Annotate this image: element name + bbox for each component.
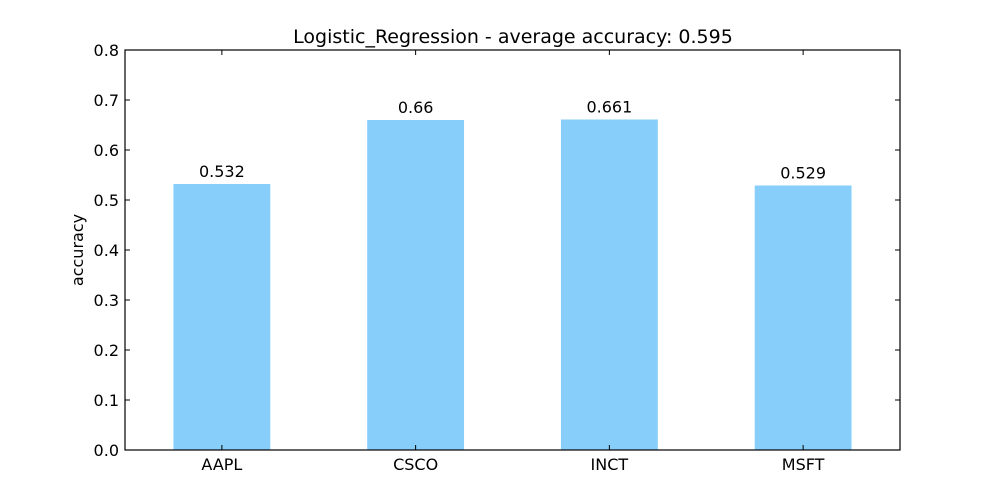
bar-msft — [754, 185, 852, 450]
y-tick-label: 0.6 — [94, 141, 119, 160]
y-tick-label: 0.1 — [94, 391, 119, 410]
x-tick-label-inct: INCT — [591, 455, 629, 474]
y-axis-label: accuracy — [68, 214, 87, 286]
y-tick-label: 0.8 — [94, 41, 119, 60]
ticks-group: AAPL CSCO INCT MSFT 0.0 0.1 0.2 0.3 0.4 0.5 0.6 0.7… — [94, 41, 900, 474]
bars-group: 0.532 0.66 0.661 0.529 — [173, 98, 852, 450]
y-tick-label: 0.0 — [94, 441, 119, 460]
chart-title: Logistic_Regression - average accuracy: … — [293, 26, 733, 48]
data-label-msft: 0.529 — [780, 164, 826, 183]
data-label-csco: 0.66 — [398, 98, 434, 117]
y-tick-label: 0.7 — [94, 91, 119, 110]
data-label-aapl: 0.532 — [199, 162, 245, 181]
bar-csco — [367, 120, 465, 450]
bar-inct — [560, 119, 658, 450]
bar-aapl — [173, 184, 271, 450]
data-label-inct: 0.661 — [586, 98, 632, 117]
y-tick-label: 0.3 — [94, 291, 119, 310]
y-tick-label: 0.2 — [94, 341, 119, 360]
x-tick-label-msft: MSFT — [782, 455, 825, 474]
x-tick-label-aapl: AAPL — [201, 455, 242, 474]
plot-frame — [124, 49, 901, 451]
y-tick-label: 0.4 — [94, 241, 119, 260]
x-tick-label-csco: CSCO — [393, 455, 438, 474]
y-tick-label: 0.5 — [94, 191, 119, 210]
